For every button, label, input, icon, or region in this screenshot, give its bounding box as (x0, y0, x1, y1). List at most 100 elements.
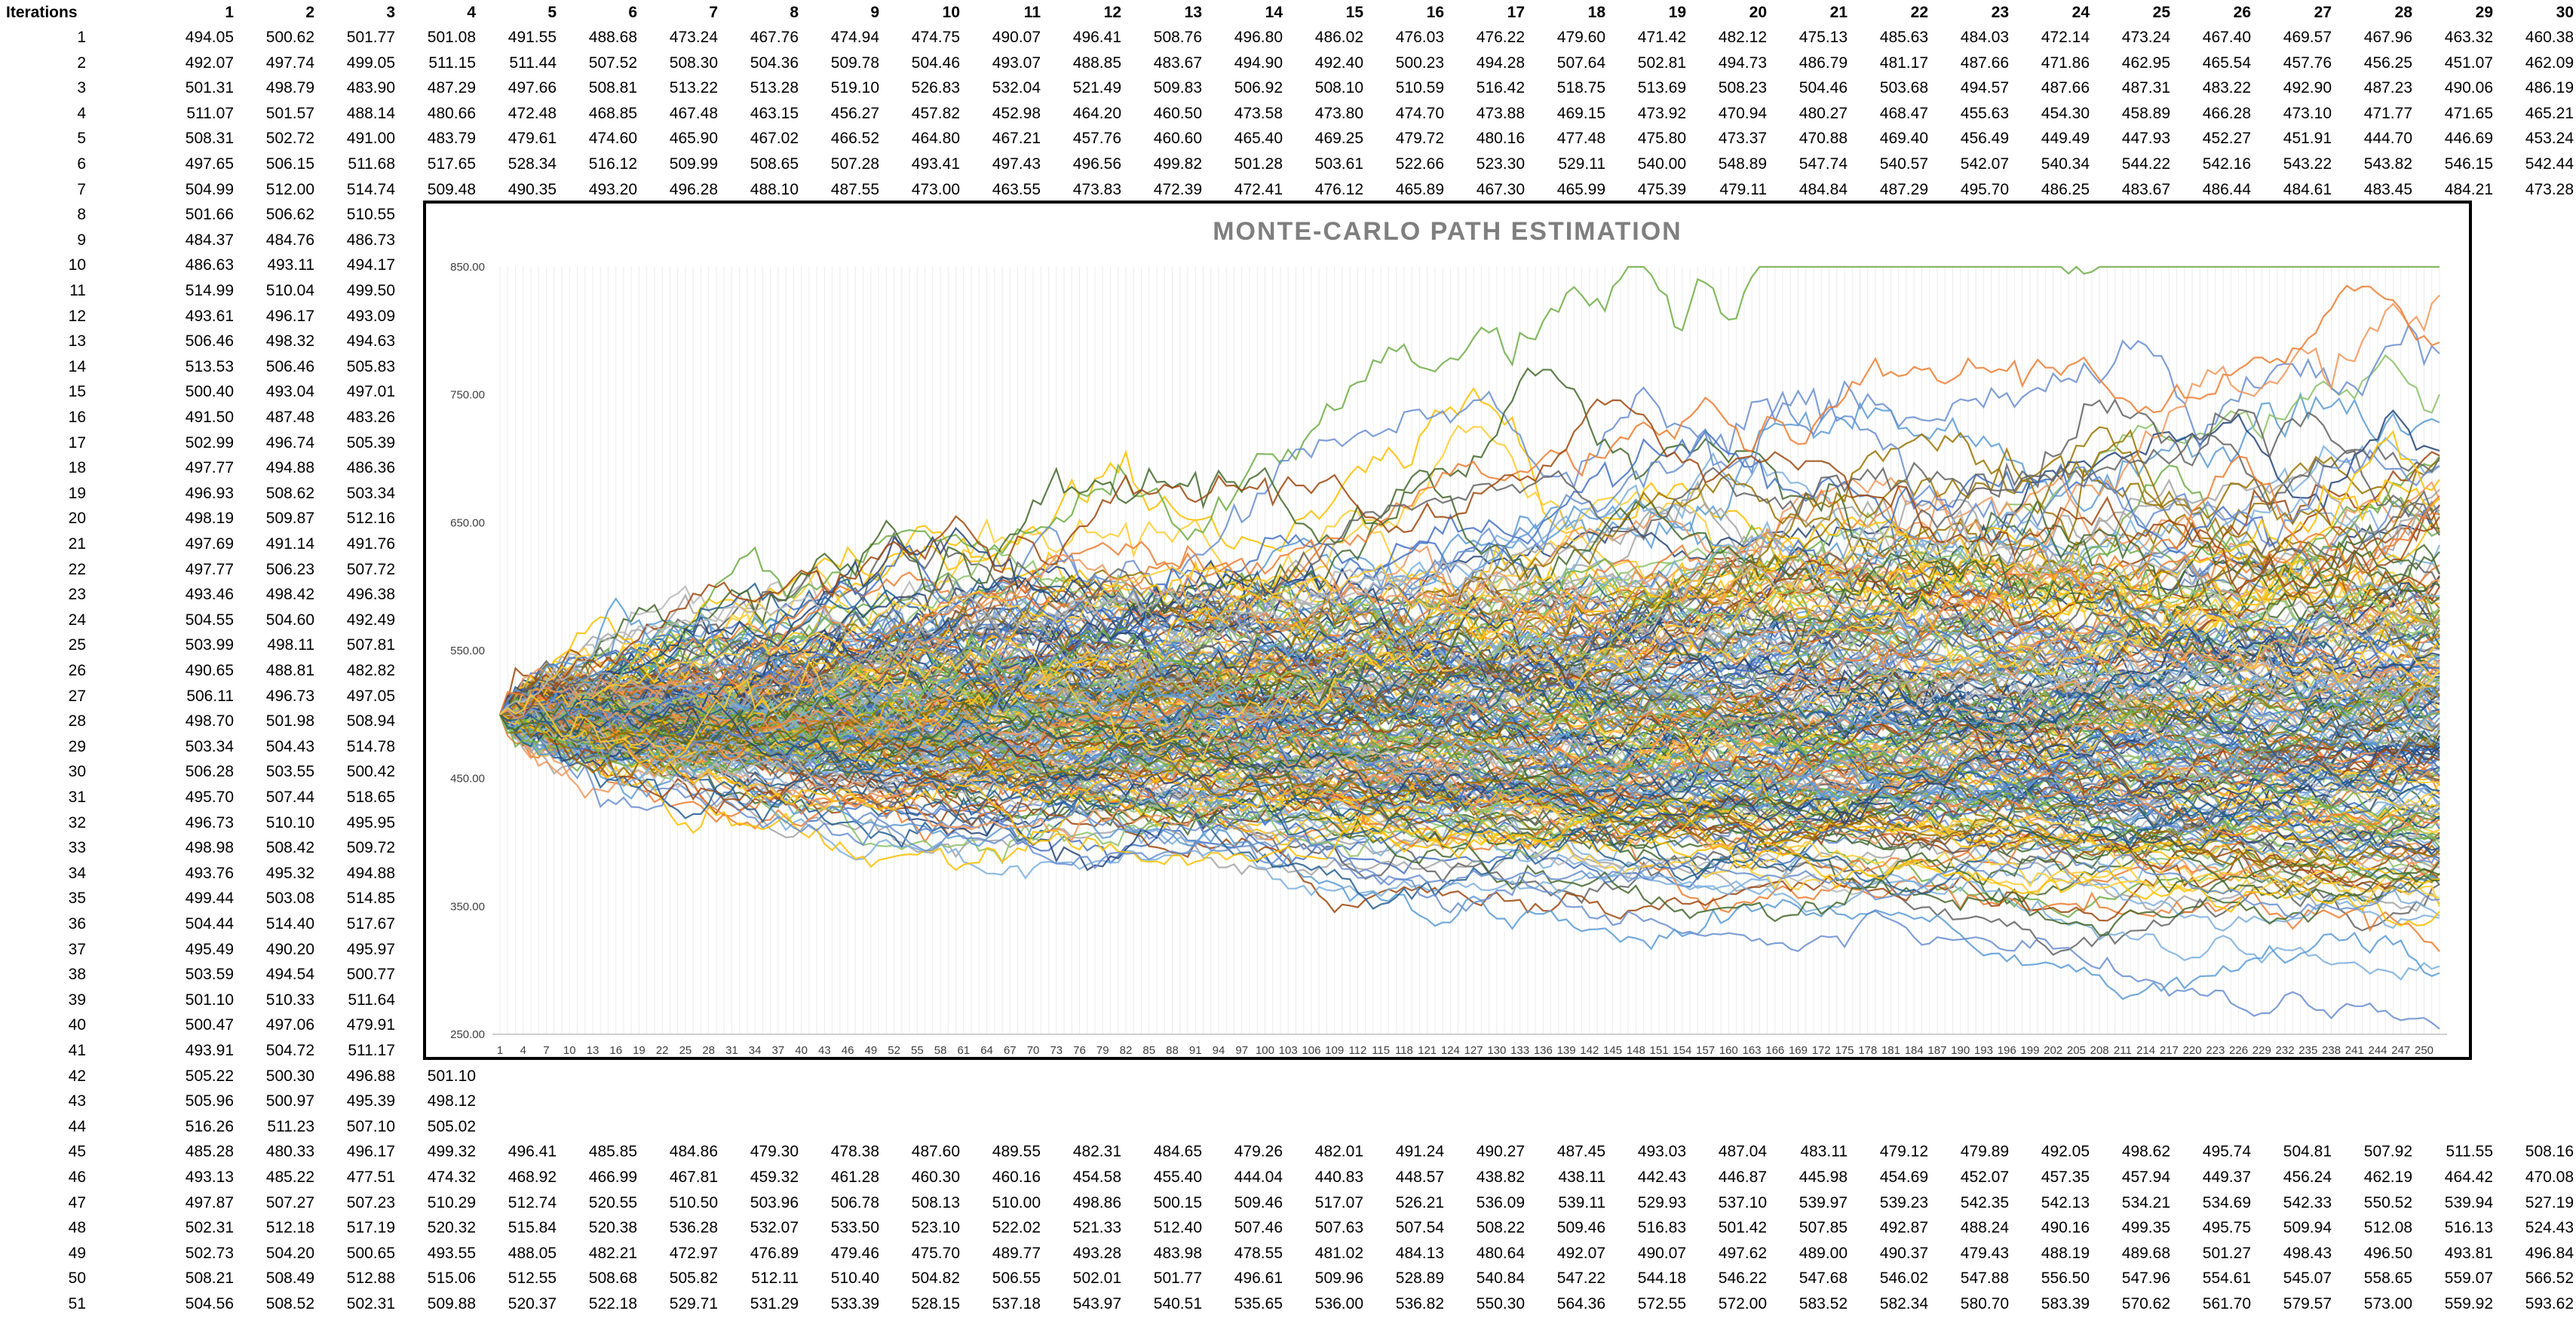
table-cell[interactable]: 499.32 (427, 1143, 476, 1161)
table-cell[interactable]: 508.68 (588, 1270, 637, 1288)
table-cell[interactable]: 545.07 (2283, 1270, 2332, 1288)
row-number[interactable]: 11 (69, 282, 86, 299)
table-cell[interactable]: 561.70 (2202, 1295, 2251, 1312)
column-header[interactable]: 10 (942, 4, 960, 21)
table-cell[interactable]: 501.42 (1718, 1219, 1767, 1237)
table-cell[interactable]: 500.47 (185, 1016, 234, 1034)
row-number[interactable]: 5 (77, 130, 86, 148)
table-cell[interactable]: 469.57 (2283, 29, 2332, 46)
table-cell[interactable]: 500.23 (1395, 54, 1444, 72)
table-cell[interactable]: 470.88 (1799, 130, 1848, 148)
table-cell[interactable]: 516.42 (1476, 79, 1525, 97)
table-cell[interactable]: 506.15 (265, 155, 314, 173)
table-cell[interactable]: 482.01 (1314, 1143, 1363, 1161)
table-cell[interactable]: 472.48 (508, 104, 557, 122)
table-cell[interactable]: 506.11 (186, 687, 234, 705)
table-cell[interactable]: 497.74 (265, 54, 314, 72)
table-cell[interactable]: 494.88 (346, 864, 395, 882)
table-cell[interactable]: 484.13 (1395, 1244, 1444, 1262)
table-cell[interactable]: 466.52 (830, 130, 879, 148)
table-cell[interactable]: 529.93 (1637, 1193, 1686, 1211)
row-number[interactable]: 39 (68, 991, 86, 1009)
table-cell[interactable]: 528.34 (508, 155, 557, 173)
table-cell[interactable]: 482.82 (346, 662, 395, 679)
table-cell[interactable]: 501.10 (427, 1067, 476, 1085)
table-cell[interactable]: 497.66 (508, 79, 557, 97)
table-cell[interactable]: 493.41 (911, 155, 960, 173)
table-cell[interactable]: 493.81 (2444, 1244, 2493, 1262)
table-cell[interactable]: 484.86 (669, 1143, 718, 1161)
table-cell[interactable]: 474.60 (588, 130, 637, 148)
table-cell[interactable]: 465.90 (669, 130, 718, 148)
table-cell[interactable]: 488.05 (508, 1244, 557, 1262)
row-number[interactable]: 48 (68, 1219, 86, 1237)
table-cell[interactable]: 479.60 (1556, 29, 1605, 46)
table-cell[interactable]: 512.55 (508, 1270, 557, 1288)
table-cell[interactable]: 496.88 (346, 1067, 395, 1085)
table-cell[interactable]: 501.31 (185, 79, 234, 97)
table-cell[interactable]: 467.76 (750, 29, 799, 46)
table-cell[interactable]: 504.72 (265, 1042, 314, 1059)
column-header[interactable]: 30 (2556, 4, 2574, 21)
table-cell[interactable]: 533.50 (830, 1219, 879, 1237)
table-cell[interactable]: 504.44 (185, 915, 234, 933)
table-cell[interactable]: 464.42 (2444, 1168, 2493, 1186)
row-number[interactable]: 23 (68, 586, 86, 604)
table-cell[interactable]: 554.61 (2202, 1270, 2251, 1288)
table-cell[interactable]: 454.58 (1072, 1168, 1121, 1186)
table-cell[interactable]: 546.22 (1718, 1270, 1767, 1288)
table-cell[interactable]: 490.65 (185, 662, 234, 679)
table-cell[interactable]: 452.27 (2202, 130, 2251, 148)
table-cell[interactable]: 484.76 (265, 231, 314, 249)
table-cell[interactable]: 517.67 (346, 915, 395, 933)
table-cell[interactable]: 512.40 (1153, 1219, 1202, 1237)
table-cell[interactable]: 505.39 (346, 433, 395, 452)
table-cell[interactable]: 536.09 (1476, 1193, 1525, 1211)
table-cell[interactable]: 547.88 (1960, 1270, 2009, 1288)
table-cell[interactable]: 508.16 (2525, 1143, 2574, 1161)
table-cell[interactable]: 483.11 (1800, 1143, 1848, 1161)
table-cell[interactable]: 486.36 (346, 459, 395, 477)
table-cell[interactable]: 487.45 (1556, 1143, 1605, 1161)
table-cell[interactable]: 507.52 (588, 54, 637, 72)
table-cell[interactable]: 457.35 (2041, 1168, 2090, 1186)
table-cell[interactable]: 506.46 (185, 332, 234, 351)
table-cell[interactable]: 542.44 (2525, 155, 2574, 173)
table-cell[interactable]: 449.49 (2041, 130, 2090, 148)
table-cell[interactable]: 513.69 (1637, 79, 1686, 97)
table-cell[interactable]: 582.34 (1879, 1295, 1928, 1312)
column-header[interactable]: 2 (305, 4, 314, 21)
table-cell[interactable]: 506.78 (830, 1193, 879, 1211)
table-cell[interactable]: 478.38 (830, 1143, 879, 1161)
table-cell[interactable]: 517.19 (346, 1219, 395, 1237)
table-cell[interactable]: 471.77 (2363, 104, 2412, 122)
table-cell[interactable]: 544.18 (1637, 1270, 1686, 1288)
table-cell[interactable]: 508.42 (265, 839, 314, 857)
table-cell[interactable]: 463.55 (992, 180, 1041, 198)
row-number[interactable]: 19 (68, 484, 86, 502)
row-number[interactable]: 12 (68, 307, 86, 325)
table-cell[interactable]: 504.60 (265, 611, 314, 629)
table-cell[interactable]: 516.12 (588, 155, 637, 173)
table-cell[interactable]: 506.92 (1234, 79, 1283, 97)
table-cell[interactable]: 507.64 (1556, 54, 1605, 72)
row-number[interactable]: 31 (68, 789, 86, 806)
table-cell[interactable]: 451.07 (2444, 54, 2493, 72)
table-cell[interactable]: 495.75 (2202, 1219, 2251, 1237)
table-cell[interactable]: 529.71 (669, 1295, 718, 1312)
table-cell[interactable]: 476.22 (1476, 29, 1525, 46)
table-cell[interactable]: 507.72 (346, 560, 395, 578)
table-cell[interactable]: 493.91 (185, 1042, 234, 1059)
table-cell[interactable]: 509.87 (265, 510, 314, 528)
table-cell[interactable]: 500.97 (265, 1092, 314, 1110)
row-number[interactable]: 46 (68, 1168, 86, 1186)
table-cell[interactable]: 504.46 (911, 54, 960, 72)
chart-container[interactable]: 850.00 750.00 650.00 550.00 450.00 350.00 250.… (423, 201, 2472, 1060)
table-cell[interactable]: 510.00 (992, 1193, 1041, 1211)
table-cell[interactable]: 457.76 (2283, 54, 2332, 72)
table-cell[interactable]: 509.99 (669, 155, 718, 173)
table-cell[interactable]: 504.82 (911, 1270, 960, 1288)
table-cell[interactable]: 460.16 (992, 1168, 1041, 1186)
table-cell[interactable]: 506.62 (265, 206, 314, 224)
table-cell[interactable]: 486.63 (185, 256, 234, 274)
